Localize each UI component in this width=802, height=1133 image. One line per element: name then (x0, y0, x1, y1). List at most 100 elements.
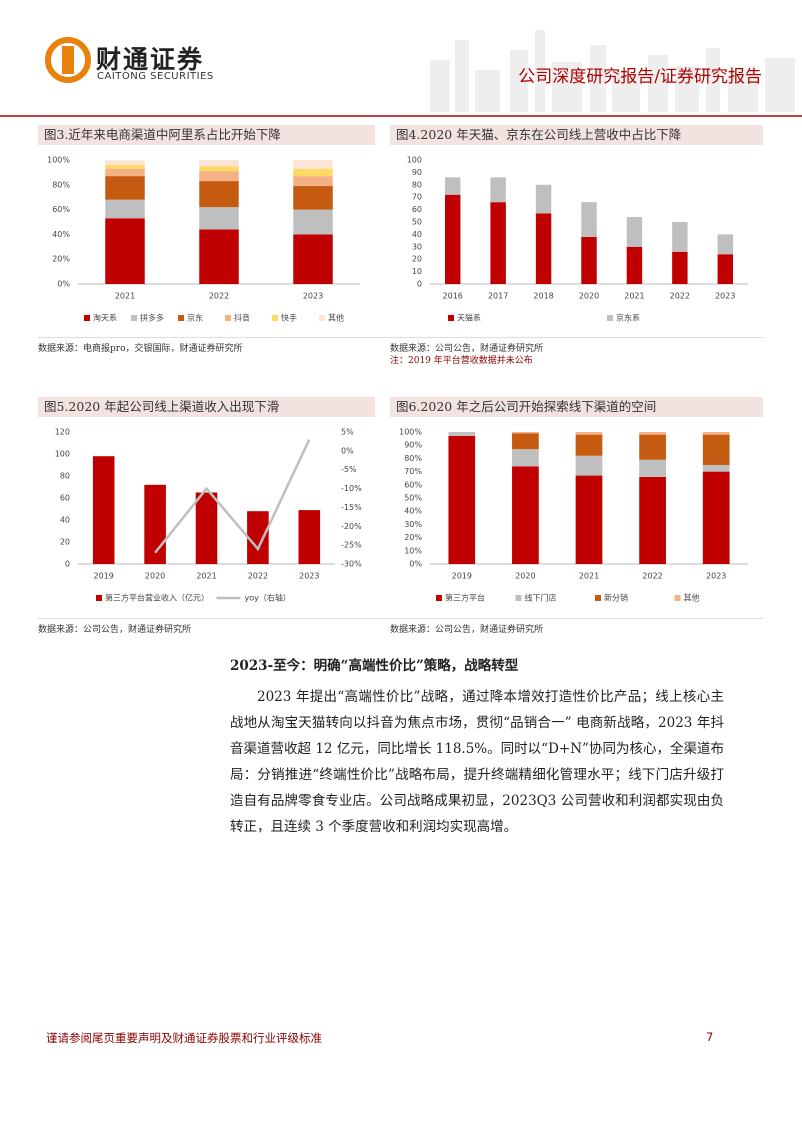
y2-tick-label: -15% (341, 503, 362, 512)
bar (702, 465, 730, 472)
y-tick-label: 80 (412, 180, 422, 189)
y-tick-label: 70 (412, 193, 422, 202)
y-tick-label: 0 (417, 280, 422, 289)
x-tick-label: 2021 (115, 292, 135, 301)
bar (717, 234, 734, 255)
bar (247, 511, 269, 564)
y-tick-label: 20% (404, 533, 422, 542)
legend-swatch (607, 315, 613, 321)
divider (38, 618, 763, 619)
legend-label: 新分销 (604, 593, 628, 603)
x-tick-label: 2021 (624, 292, 644, 301)
bar (626, 246, 643, 284)
y-tick-label: 100% (47, 156, 70, 165)
bar (92, 456, 115, 564)
bar (105, 168, 145, 177)
bar (639, 432, 666, 435)
x-tick-label: 2020 (515, 572, 535, 581)
legend-label: 第三方平台 (445, 593, 485, 603)
bar (639, 434, 666, 460)
y-tick-label: 100 (407, 156, 422, 165)
bar (702, 432, 730, 435)
x-tick-label: 2022 (248, 572, 268, 581)
bar (293, 209, 333, 235)
bar (639, 459, 666, 477)
bar (702, 471, 730, 564)
y-tick-label: 20 (60, 538, 70, 547)
x-tick-label: 2019 (452, 572, 472, 581)
bar (490, 177, 506, 203)
bar (575, 475, 603, 564)
legend-swatch (272, 315, 278, 321)
legend-label: 快手 (281, 313, 297, 323)
bar (490, 202, 506, 284)
legend-swatch (96, 595, 102, 601)
page-number: 7 (706, 1030, 714, 1044)
legend-label: 线下门店 (525, 593, 557, 603)
paragraph: 2023 年提出“高端性价比”战略，通过降本增效打造性价比产品；线上核心主战地从… (230, 689, 724, 835)
y-tick-label: 60 (60, 494, 70, 503)
bar (195, 492, 218, 564)
bar (575, 455, 603, 476)
x-tick-label: 2021 (579, 572, 599, 581)
legend-swatch (84, 315, 90, 321)
bar (105, 164, 145, 169)
x-tick-label: 2019 (94, 572, 114, 581)
brand-en: CAITONG SECURITIES (97, 71, 214, 82)
figure-title: 图3.近年来电商渠道中阿里系占比开始下降 (38, 125, 375, 145)
header-graphic (0, 30, 802, 117)
report-type: 公司深度研究报告/证券研究报告 (518, 67, 762, 87)
y-tick-label: 40 (412, 230, 422, 239)
bar (512, 449, 539, 467)
legend-swatch (178, 315, 184, 321)
x-tick-label: 2018 (533, 292, 553, 301)
x-tick-label: 2020 (145, 572, 165, 581)
y2-tick-label: -20% (341, 522, 362, 531)
disclaimer: 谨请参阅尾页重要声明及财通证券股票和行业评级标准 (46, 1031, 322, 1045)
x-tick-label: 2023 (299, 572, 319, 581)
y2-tick-label: -5% (341, 465, 357, 474)
bar (672, 251, 688, 284)
legend-swatch (319, 315, 325, 321)
x-tick-label: 2017 (488, 292, 508, 301)
y-tick-label: 120 (55, 428, 70, 437)
y-tick-label: 20% (52, 255, 70, 264)
section-heading: 2023-至今：明确“高端性价比”策略，战略转型 (230, 658, 519, 674)
bar (105, 199, 145, 219)
y-tick-label: 50% (404, 494, 422, 503)
legend-swatch (225, 315, 231, 321)
bar (581, 236, 597, 284)
bar (105, 160, 145, 165)
bar (105, 176, 145, 200)
y-tick-label: 20 (412, 255, 422, 264)
legend-label: 淘天系 (93, 313, 117, 323)
source: 数据来源：公司公告，财通证券研究所 (38, 625, 192, 635)
y2-tick-label: -30% (341, 560, 362, 569)
y-tick-label: 0% (57, 280, 70, 289)
bar (639, 476, 666, 564)
legend-label: 其他 (684, 593, 700, 603)
y-tick-label: 90 (412, 168, 422, 177)
brand: 财通证券 (96, 45, 205, 74)
legend-label: yoy（右轴） (245, 593, 291, 603)
bar (672, 222, 688, 252)
x-tick-label: 2023 (303, 292, 323, 301)
bar (702, 434, 730, 465)
y2-tick-label: -25% (341, 541, 362, 550)
bar (293, 160, 333, 169)
figure-title: 图6.2020 年之后公司开始探索线下渠道的空间 (390, 397, 763, 417)
legend-swatch (674, 595, 681, 601)
legend-label: 天猫系 (457, 313, 481, 323)
y-tick-label: 100% (399, 428, 422, 437)
chart: 0% 20% 40% 60% 80% 100% 2021 2022 2023 淘天系 拼多多 京东 抖音… (47, 156, 360, 323)
y-tick-label: 0% (409, 560, 422, 569)
bar (535, 184, 552, 214)
source: 数据来源：公司公告，财通证券研究所 (390, 344, 544, 354)
bar (448, 435, 476, 564)
bar (199, 171, 239, 182)
y-tick-label: 40% (404, 507, 422, 516)
legend-label: 京东 (187, 313, 203, 323)
figure-title: 图4.2020 年天猫、京东在公司线上营收中占比下降 (390, 125, 763, 145)
y-tick-label: 30% (404, 520, 422, 529)
